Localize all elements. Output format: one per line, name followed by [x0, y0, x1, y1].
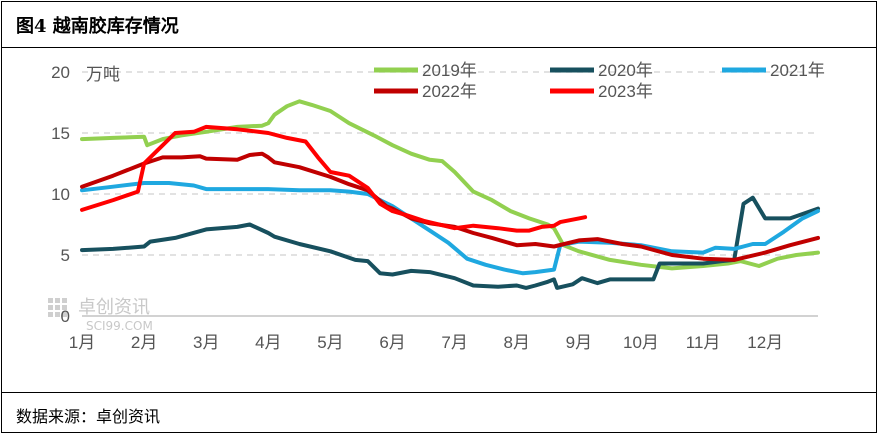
x-tick-label: 11月	[686, 333, 721, 352]
x-tick-label: 9月	[566, 333, 592, 352]
y-axis-unit: 万吨	[86, 65, 120, 84]
watermark-name: 卓创资讯	[78, 297, 150, 318]
legend-label: 2020年	[598, 61, 653, 80]
title-bar: 图4 越南胶库存情况	[2, 2, 876, 48]
figure-title: 图4 越南胶库存情况	[16, 16, 179, 37]
x-tick-label: 4月	[255, 333, 281, 352]
legend-label: 2021年	[770, 61, 825, 80]
data-source: 数据来源：卓创资讯	[16, 407, 161, 426]
series-lines	[80, 99, 820, 290]
series-line	[80, 181, 820, 276]
watermark-logo: 卓创资讯 SCI99.COM	[48, 297, 153, 333]
x-tick-label: 1月	[69, 333, 95, 352]
x-tick-label: 10月	[623, 333, 659, 352]
x-axis-ticks: 1月 2月 3月 4月 5月 6月 7月 8月 9月 10月 11月 12月	[69, 333, 783, 352]
legend-label: 2019年	[422, 61, 477, 80]
x-tick-label: 2月	[131, 333, 157, 352]
legend-label: 2022年	[422, 82, 477, 101]
x-tick-label: 5月	[317, 333, 343, 352]
y-tick-label: 0	[61, 307, 70, 326]
legend-label: 2023年	[598, 82, 653, 101]
y-tick-label: 20	[51, 63, 70, 82]
y-tick-label: 10	[51, 185, 70, 204]
series-line	[80, 195, 820, 290]
x-tick-label: 8月	[504, 333, 530, 352]
legend: 2019年 2020年 2021年 2022年 2023年	[374, 61, 825, 101]
x-tick-label: 7月	[441, 333, 467, 352]
x-tick-label: 3月	[193, 333, 219, 352]
watermark-site: SCI99.COM	[86, 319, 153, 333]
watermark-icon	[48, 298, 67, 317]
y-axis-ticks: 0 5 10 15 20	[51, 63, 70, 326]
footer-bar: 数据来源：卓创资讯	[2, 392, 876, 434]
y-tick-label: 15	[51, 124, 70, 143]
y-tick-label: 5	[61, 246, 70, 265]
x-tick-label: 12月	[747, 333, 783, 352]
x-tick-label: 6月	[379, 333, 405, 352]
series-line	[80, 124, 588, 233]
